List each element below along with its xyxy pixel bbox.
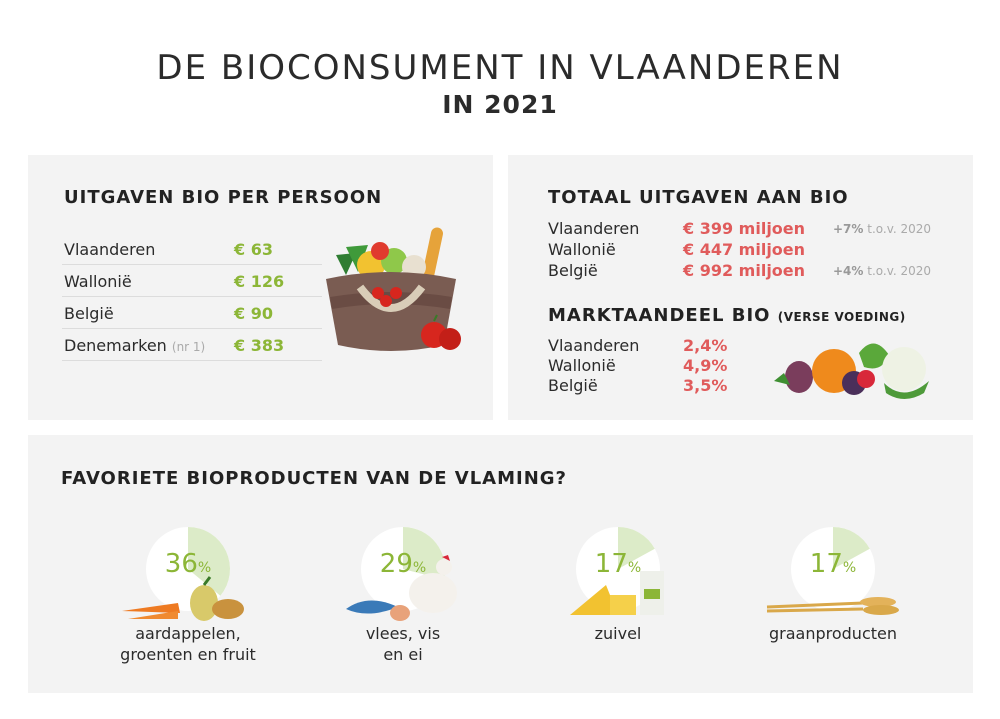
total-spend-panel: TOTAAL UITGAVEN AAN BIO Vlaanderen € 399… [508,155,973,420]
pie-slice [403,527,445,580]
favorite-caption: graanproducten [733,623,933,644]
caption-line: groenten en fruit [120,645,256,664]
favorite-caption: vlees, vis en ei [303,623,503,665]
share-row: België 3,5% [548,376,968,397]
wheat-icon [766,597,899,615]
vegetables-icon [122,576,244,621]
market-share-title: MARKTAANDEEL BIO [548,305,771,326]
spend-per-person-panel: UITGAVEN BIO PER PERSOON Vlaanderen € 63… [28,155,493,420]
total-row-value: € 399 miljoen [683,219,806,238]
caption-line: zuivel [594,624,642,643]
favorite-item: 17% zuivel [518,513,718,683]
percent-sign: % [627,560,642,576]
meat-fish-egg-icon [346,555,457,621]
percentage-value: 36 [164,549,198,579]
pie-slice [618,527,655,569]
caption-line: graanproducten [768,624,897,643]
fresh-produce-icon [774,343,929,399]
favorite-item: 17% graanproducten [733,513,933,683]
total-row-label: Vlaanderen [548,219,640,238]
total-row: Wallonië € 447 miljoen [548,240,968,261]
spend-row: Vlaanderen € 63 [62,233,322,265]
pie-chart [576,527,660,611]
country-name: Denemarken [64,336,167,355]
share-row-label: België [548,376,598,395]
percentage-label: 17% [733,549,933,579]
change-suffix: t.o.v. 2020 [867,222,932,236]
caption-line: vlees, vis [365,624,441,643]
total-spend-heading: TOTAAL UITGAVEN AAN BIO [548,187,849,208]
share-row-value: 4,9% [683,356,728,375]
grocery-basket-icon [326,227,461,351]
change-suffix: t.o.v. 2020 [867,264,932,278]
favorite-item: 29% vlees, vis en ei [303,513,503,683]
percent-sign: % [197,560,212,576]
spend-row-label: Denemarken (nr 1) [64,336,205,355]
percentage-value: 17 [809,549,843,579]
total-row-value: € 992 miljoen [683,261,806,280]
pie-chart [791,527,875,611]
total-row-change: +7% t.o.v. 2020 [833,222,931,236]
share-row-label: Wallonië [548,356,616,375]
favorite-products-heading: FAVORIETE BIOPRODUCTEN VAN DE VLAMING? [61,468,567,489]
change-percent: +7% [833,222,864,236]
page-title: DE BIOCONSUMENT IN VLAANDEREN [156,48,844,88]
spend-per-person-heading: UITGAVEN BIO PER PERSOON [64,187,383,208]
spend-row: Denemarken (nr 1) € 383 [62,329,322,361]
percentage-label: 29% [303,549,503,579]
percentage-label: 17% [518,549,718,579]
total-row-value: € 447 miljoen [683,240,806,259]
pie-slice [188,527,230,596]
total-row-change: +4% t.o.v. 2020 [833,264,931,278]
percentage-value: 17 [594,549,628,579]
percent-sign: % [412,560,427,576]
spend-row: België € 90 [62,297,322,329]
pie-slice [833,527,870,569]
percent-sign: % [842,560,857,576]
favorite-caption: aardappelen, groenten en fruit [88,623,288,665]
favorite-item: 36% aardappelen, groenten en fruit [88,513,288,683]
page-subtitle-year: IN 2021 [442,90,558,119]
dairy-icon [570,571,664,615]
spend-row-label: België [64,304,114,323]
spend-row-label: Wallonië [64,272,132,291]
caption-line: en ei [383,645,423,664]
spend-row-value: € 126 [234,272,285,291]
share-row-value: 2,4% [683,336,728,355]
total-row-label: België [548,261,598,280]
spend-row: Wallonië € 126 [62,265,322,297]
market-share-subtitle: (VERSE VOEDING) [777,310,906,324]
spend-row-value: € 383 [234,336,285,355]
total-row-label: Wallonië [548,240,616,259]
share-row-value: 3,5% [683,376,728,395]
spend-row-value: € 90 [234,304,273,323]
spend-row-value: € 63 [234,240,273,259]
caption-line: aardappelen, [135,624,241,643]
share-row-label: Vlaanderen [548,336,640,355]
total-row: België € 992 miljoen +4% t.o.v. 2020 [548,261,968,282]
percentage-label: 36% [88,549,288,579]
favorite-caption: zuivel [518,623,718,644]
change-percent: +4% [833,264,864,278]
spend-row-label: Vlaanderen [64,240,156,259]
total-row: Vlaanderen € 399 miljoen +7% t.o.v. 2020 [548,219,968,240]
share-row: Wallonië 4,9% [548,356,968,377]
rank-note: (nr 1) [171,340,206,354]
favorite-products-panel: FAVORIETE BIOPRODUCTEN VAN DE VLAMING? 3… [28,435,973,693]
market-share-heading: MARKTAANDEEL BIO (VERSE VOEDING) [548,305,906,326]
percentage-value: 29 [379,549,413,579]
share-row: Vlaanderen 2,4% [548,336,968,357]
